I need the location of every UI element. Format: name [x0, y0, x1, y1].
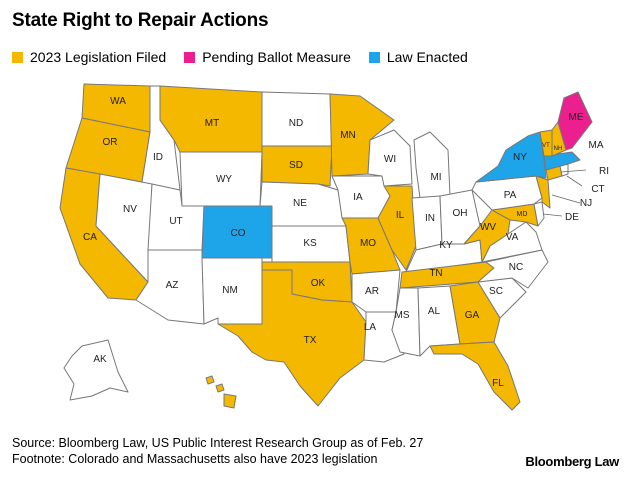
- label-or: OR: [103, 137, 118, 148]
- label-co: CO: [231, 228, 246, 239]
- label-ia: IA: [353, 192, 363, 203]
- label-ms: MS: [395, 310, 410, 321]
- label-az: AZ: [166, 280, 179, 291]
- bloomberg-law-logo: Bloomberg Law: [525, 454, 619, 469]
- label-fl: FL: [492, 378, 504, 389]
- label-oh: OH: [453, 208, 468, 219]
- label-ca: CA: [83, 232, 97, 243]
- label-il: IL: [396, 210, 405, 221]
- label-nd: ND: [289, 118, 303, 129]
- state-nj: [535, 175, 551, 209]
- legend-item-filed: 2023 Legislation Filed: [12, 49, 166, 65]
- label-ut: UT: [169, 216, 182, 227]
- legend-swatch-ballot: [184, 51, 196, 63]
- label-me: ME: [569, 112, 584, 123]
- label-tn: TN: [429, 268, 442, 279]
- legend: 2023 Legislation Filed Pending Ballot Me…: [12, 49, 468, 65]
- state-de: [533, 201, 545, 227]
- state-ma: [543, 151, 581, 171]
- legend-label-ballot: Pending Ballot Measure: [202, 49, 351, 65]
- state-fl: [429, 341, 521, 411]
- state-me: [557, 91, 593, 151]
- state-nc: [477, 249, 549, 289]
- us-map: WA OR CA ID NV MT WY UT AZ CO NM ND SD N…: [59, 83, 609, 411]
- state-ak: [63, 339, 129, 401]
- label-ma: MA: [589, 140, 604, 151]
- legend-item-ballot: Pending Ballot Measure: [184, 49, 351, 65]
- label-ne: NE: [293, 198, 307, 209]
- footnote: Footnote: Colorado and Massachusetts als…: [12, 452, 378, 466]
- map-title: State Right to Repair Actions: [12, 10, 269, 31]
- label-mt: MT: [205, 118, 219, 129]
- legend-swatch-filed: [12, 51, 23, 63]
- label-pa: PA: [504, 190, 517, 201]
- legend-swatch-enacted: [368, 51, 380, 63]
- label-ct: CT: [591, 184, 604, 195]
- label-al: AL: [428, 306, 441, 317]
- label-id: ID: [153, 152, 163, 163]
- label-in: IN: [425, 213, 435, 224]
- state-sd: [261, 145, 333, 187]
- label-nm: NM: [222, 285, 238, 296]
- legend-item-enacted: Law Enacted: [368, 49, 468, 65]
- label-ar: AR: [365, 286, 379, 297]
- label-de: DE: [565, 212, 579, 223]
- label-wv: WV: [480, 222, 496, 233]
- label-ks: KS: [303, 238, 317, 249]
- label-mo: MO: [360, 238, 376, 249]
- label-mn: MN: [340, 130, 356, 141]
- label-wi: WI: [384, 154, 396, 165]
- label-wa: WA: [110, 96, 126, 107]
- state-mi: [413, 131, 451, 199]
- label-ga: GA: [465, 310, 480, 321]
- source-note: Source: Bloomberg Law, US Public Interes…: [12, 436, 424, 450]
- label-nj: NJ: [580, 198, 592, 209]
- label-va: VA: [506, 232, 519, 243]
- state-tx: [217, 269, 367, 407]
- label-ky: KY: [439, 240, 453, 251]
- label-ak: AK: [93, 354, 107, 365]
- label-md: MD: [517, 211, 528, 218]
- state-labels: WA OR CA ID NV MT WY UT AZ CO NM ND SD N…: [83, 96, 609, 389]
- state-ga: [449, 281, 501, 345]
- label-sc: SC: [489, 286, 503, 297]
- states-layer: [59, 83, 593, 411]
- state-il: [377, 185, 417, 271]
- state-hi: [205, 375, 237, 409]
- leader-lines: [542, 169, 587, 217]
- label-ny: NY: [513, 152, 527, 163]
- legend-label-enacted: Law Enacted: [386, 49, 468, 65]
- label-nv: NV: [123, 204, 137, 215]
- label-la: LA: [364, 322, 377, 333]
- label-ri: RI: [599, 166, 609, 177]
- label-vt: VT: [542, 143, 550, 149]
- state-wi: [367, 129, 413, 187]
- label-nh: NH: [554, 146, 563, 152]
- label-nc: NC: [509, 262, 523, 273]
- label-sd: SD: [289, 160, 303, 171]
- footer: Source: Bloomberg Law, US Public Interes…: [12, 435, 423, 467]
- label-tx: TX: [304, 335, 317, 346]
- legend-label-filed: 2023 Legislation Filed: [30, 49, 167, 65]
- state-wv: [463, 209, 511, 263]
- state-ny: [475, 131, 547, 183]
- label-ok: OK: [311, 278, 326, 289]
- label-mi: MI: [430, 172, 441, 183]
- label-wy: WY: [216, 174, 232, 185]
